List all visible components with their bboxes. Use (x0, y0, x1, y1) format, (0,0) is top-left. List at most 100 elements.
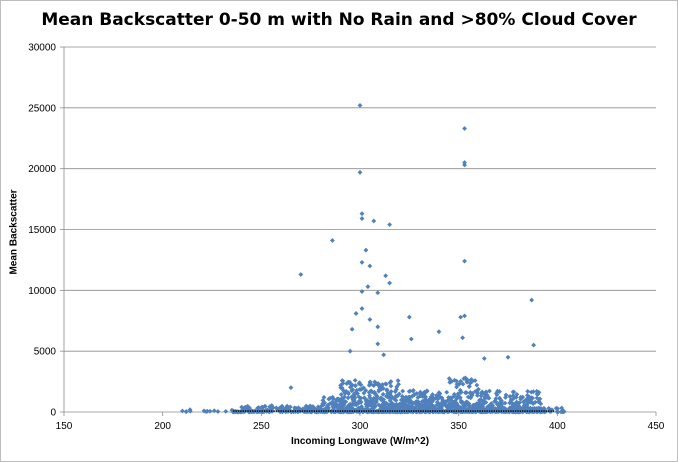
baseline-band (503, 410, 505, 412)
data-point (555, 409, 561, 415)
y-tick-label: 10000 (28, 286, 56, 297)
data-point (229, 407, 235, 413)
data-point (531, 389, 536, 395)
data-point (521, 399, 526, 405)
data-point (256, 405, 262, 410)
baseline-band (308, 410, 311, 412)
baseline-band (344, 410, 346, 412)
baseline-band (292, 410, 294, 412)
baseline-band (273, 410, 275, 412)
data-point (462, 375, 468, 381)
data-point (383, 273, 389, 279)
data-point (530, 401, 536, 407)
data-point (410, 388, 416, 394)
data-point (325, 406, 331, 412)
baseline-band (353, 410, 356, 412)
data-point (352, 377, 358, 383)
data-point (287, 404, 293, 410)
data-point (342, 399, 348, 405)
baseline-band (356, 410, 358, 412)
y-tick-label: 20000 (28, 164, 56, 175)
data-point (366, 399, 372, 405)
baseline-band (481, 410, 484, 412)
data-point (383, 381, 388, 387)
baseline-band (540, 410, 543, 412)
data-point (415, 402, 421, 408)
baseline-band (259, 410, 261, 412)
baseline-band (491, 410, 493, 412)
data-point (454, 384, 459, 390)
baseline-band (458, 410, 460, 412)
data-point (466, 383, 472, 389)
baseline-band (453, 410, 455, 412)
data-point (483, 394, 489, 399)
data-point (507, 405, 513, 411)
baseline-band (285, 410, 287, 412)
data-point (330, 401, 336, 406)
x-axis-label: Incoming Longwave (W/m^2) (290, 436, 430, 447)
data-point (518, 394, 524, 400)
baseline-band (417, 410, 420, 412)
data-point (450, 402, 455, 408)
data-point (510, 389, 516, 395)
data-point (409, 406, 414, 412)
data-point (359, 406, 365, 411)
data-point (363, 247, 369, 253)
data-point (402, 397, 408, 403)
data-point (498, 403, 504, 409)
baseline-band (439, 410, 441, 412)
data-point (283, 405, 289, 411)
data-point (359, 211, 365, 217)
baseline-band (408, 410, 410, 412)
data-point (526, 394, 532, 400)
baseline-band (398, 410, 401, 412)
data-point (428, 394, 434, 400)
data-point (349, 326, 355, 332)
data-point (331, 409, 337, 415)
data-point (488, 408, 494, 414)
data-point (356, 394, 362, 400)
data-point (410, 400, 416, 406)
baseline-band (342, 410, 344, 412)
y-tick-label: 25000 (28, 103, 56, 114)
baseline-band (401, 410, 403, 412)
data-point (364, 406, 370, 411)
data-point (316, 407, 322, 412)
baseline-band (462, 410, 465, 412)
data-point (397, 403, 402, 409)
baseline-band (531, 410, 533, 412)
data-point (526, 396, 532, 402)
data-point (499, 398, 505, 404)
baseline-band (315, 410, 318, 412)
data-point (419, 402, 424, 408)
data-point (462, 162, 467, 168)
baseline-band (517, 410, 519, 412)
data-point (553, 405, 559, 411)
data-point (538, 406, 543, 411)
data-point (443, 399, 449, 404)
data-point (465, 399, 470, 405)
data-point (534, 395, 540, 401)
data-point (514, 391, 520, 397)
baseline-band (244, 410, 247, 412)
data-point (454, 381, 460, 387)
chart-title: Mean Backscatter 0-50 m with No Rain and… (41, 10, 637, 30)
baseline-band (507, 410, 510, 412)
baseline-band (289, 410, 292, 412)
baseline-band (484, 410, 486, 412)
data-point (371, 218, 377, 224)
data-point (337, 404, 342, 410)
data-point (367, 317, 373, 322)
data-point (458, 378, 464, 384)
data-point (491, 406, 497, 411)
data-point (419, 394, 425, 399)
baseline-band (524, 410, 526, 412)
data-point (468, 377, 474, 383)
data-point (423, 398, 429, 403)
data-point (211, 408, 217, 414)
data-point (479, 391, 484, 396)
data-point (542, 408, 548, 414)
data-point (361, 385, 366, 391)
x-tick-label: 150 (56, 421, 73, 432)
data-point (394, 387, 399, 392)
